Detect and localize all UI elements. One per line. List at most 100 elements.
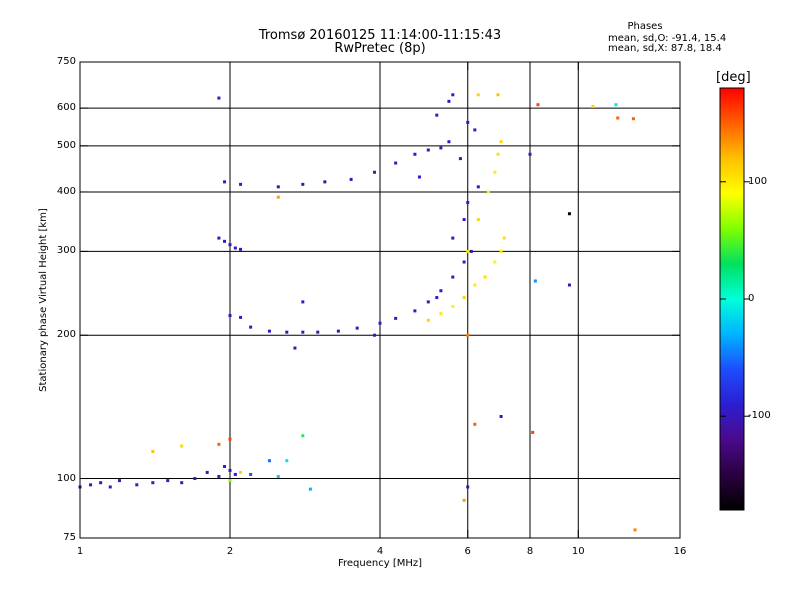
data-point [267, 329, 271, 333]
x-tick-label: 8 [526, 546, 534, 557]
data-point [316, 330, 320, 334]
data-point [531, 430, 535, 434]
data-point [567, 283, 571, 287]
data-point [301, 300, 305, 304]
data-point [476, 218, 480, 222]
y-tick-label: 300 [56, 245, 76, 257]
data-point [633, 528, 637, 532]
y-tick-label: 100 [56, 472, 76, 484]
data-point [476, 93, 480, 97]
data-point [435, 113, 439, 117]
y-tick-label: 75 [63, 532, 76, 543]
data-point [493, 260, 497, 264]
data-point [486, 190, 490, 194]
x-tick-label: 16 [673, 546, 687, 557]
data-point [239, 470, 243, 474]
data-point [499, 140, 503, 144]
data-point [180, 444, 184, 448]
data-point [205, 470, 209, 474]
data-point [276, 474, 280, 478]
data-point [239, 315, 243, 319]
data-point [496, 93, 500, 97]
x-tick-label: 2 [226, 546, 234, 557]
data-point [426, 148, 430, 152]
data-point [483, 275, 487, 279]
data-points [78, 93, 637, 532]
y-tick-label: 500 [56, 139, 76, 151]
data-point [499, 414, 503, 418]
data-point [462, 498, 466, 502]
data-point [151, 481, 155, 485]
data-point [193, 477, 197, 481]
data-point [413, 152, 417, 156]
chart-title: Tromsø 20160125 11:14:00-11:15:43 [258, 28, 502, 43]
data-point [451, 304, 455, 308]
data-point [217, 474, 221, 478]
colorbar-tick-label: 100 [748, 175, 768, 187]
data-point [301, 182, 305, 186]
data-point [301, 330, 305, 334]
data-point [466, 120, 470, 124]
data-point [117, 479, 121, 483]
colorbar-tick-label: -100 [748, 410, 771, 422]
data-point [228, 468, 232, 472]
info-title: Phases [627, 21, 663, 32]
data-point [373, 170, 377, 174]
info-line-o: mean, sd,O: -91.4, 15.4 [608, 33, 727, 44]
colorbar-ticks [720, 181, 750, 417]
data-point [616, 116, 620, 120]
data-point [458, 157, 462, 161]
data-point [217, 236, 221, 240]
axis-ticks [79, 61, 681, 539]
data-point [435, 296, 439, 300]
data-point [466, 485, 470, 489]
x-tick-label: 1 [76, 546, 84, 557]
data-point [451, 275, 455, 279]
data-point [108, 485, 112, 489]
info-line-x: mean, sd,X: 87.8, 18.4 [608, 43, 722, 54]
data-point [239, 182, 243, 186]
data-point [228, 479, 232, 483]
data-point [469, 249, 473, 253]
data-point [285, 330, 289, 334]
data-point [476, 185, 480, 189]
data-point [451, 93, 455, 97]
colorbar-tick-label: 0 [748, 293, 755, 304]
data-point [466, 201, 470, 205]
data-point [394, 316, 398, 320]
data-point [447, 99, 451, 103]
data-point [466, 333, 470, 337]
data-point [536, 103, 540, 107]
data-point [228, 437, 232, 441]
data-point [496, 152, 500, 156]
y-tick-label: 200 [56, 329, 76, 341]
data-point [223, 180, 227, 184]
data-point [308, 487, 312, 491]
data-point [99, 481, 103, 485]
y-axis-label: Stationary phase Virtual Height [km] [38, 208, 49, 392]
data-point [223, 239, 227, 243]
data-point [426, 300, 430, 304]
chart-subtitle: RwPretec (8p) [334, 41, 426, 56]
data-point [528, 152, 532, 156]
data-point [89, 483, 93, 487]
data-point [591, 104, 595, 108]
data-point [135, 483, 139, 487]
data-point [217, 96, 221, 100]
data-point [466, 249, 470, 253]
data-point [614, 103, 618, 107]
data-point [413, 309, 417, 313]
x-tick-label: 6 [464, 546, 471, 557]
data-point [249, 472, 253, 476]
data-point [451, 236, 455, 240]
data-point [355, 326, 359, 330]
data-point [249, 325, 253, 329]
data-point [323, 180, 327, 184]
data-point [267, 459, 271, 463]
data-point [233, 246, 237, 250]
x-tick-label: 10 [571, 546, 585, 557]
y-tick-label: 400 [56, 185, 76, 197]
data-point [151, 449, 155, 453]
colorbar-label: [deg] [716, 70, 751, 85]
